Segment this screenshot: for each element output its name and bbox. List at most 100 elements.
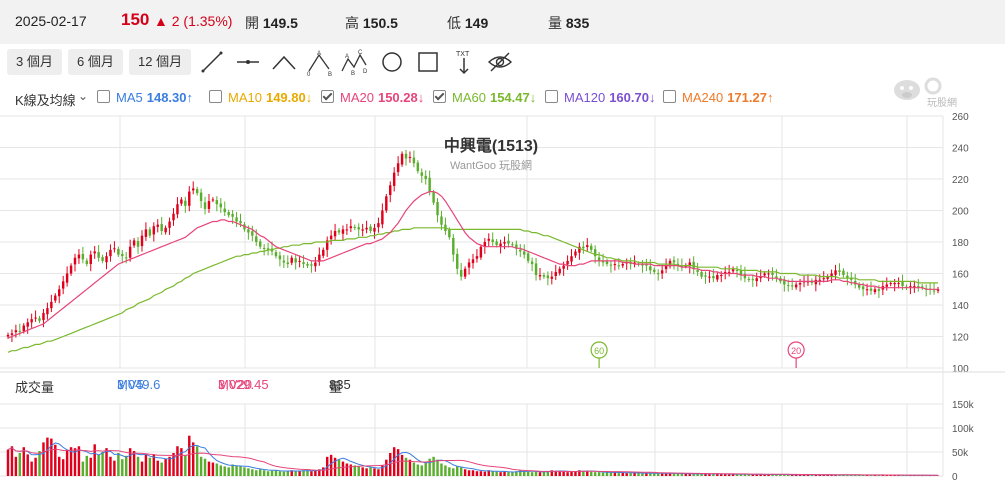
text-tool-icon[interactable]: TXT (449, 47, 479, 77)
candle-body (846, 275, 849, 279)
volume-bar (199, 456, 203, 476)
candle-body (755, 278, 758, 282)
candle-body (771, 272, 774, 276)
volume-label: 成交量 (15, 380, 55, 395)
volume-bar (69, 447, 73, 476)
volume-bar (475, 471, 479, 476)
volume-bar (822, 475, 825, 476)
volume-bar (81, 461, 85, 476)
ma5-label: MA5 (116, 90, 143, 105)
volume-bar (487, 470, 490, 476)
ma120-checkbox[interactable] (545, 90, 558, 103)
ma10-checkbox[interactable] (209, 90, 222, 103)
candle-body (475, 256, 479, 259)
volume-bar (164, 458, 167, 476)
candle-body (495, 241, 498, 246)
ma60-toggle[interactable]: MA60 154.47↓ (433, 90, 536, 105)
volume-bar (341, 461, 345, 476)
mv20-arrow: ↓ (218, 377, 225, 392)
candle-body (932, 290, 936, 292)
candle-body (105, 256, 108, 263)
volume-bar (444, 465, 447, 476)
candle-body (861, 286, 865, 290)
candle-body (101, 257, 104, 261)
candle-body (456, 253, 459, 269)
candle-body (593, 249, 597, 257)
candle-body (649, 266, 652, 271)
candle-body (830, 273, 833, 277)
ma60-checkbox[interactable] (433, 90, 446, 103)
volume-bar (877, 475, 881, 476)
volume-bar (747, 474, 751, 476)
ma120-toggle[interactable]: MA120 160.70↓ (545, 90, 655, 105)
candle-body (333, 230, 337, 237)
ma5-checkbox[interactable] (97, 90, 110, 103)
price-tick-label: 220 (952, 175, 969, 186)
volume-bar (854, 475, 857, 476)
circle-tool-icon[interactable] (377, 47, 407, 77)
period-3m-button[interactable]: 3 個月 (7, 49, 62, 75)
horizontal-line-tool-icon[interactable] (233, 47, 263, 77)
volume-bar (704, 473, 707, 476)
vol-label: 量 (329, 380, 343, 395)
candle-body (511, 244, 514, 246)
rectangle-tool-icon[interactable] (413, 47, 443, 77)
candle-body (818, 279, 822, 281)
candle-body (601, 260, 605, 263)
abcd-pattern-tool-icon[interactable]: A C B D (339, 47, 369, 77)
volume-bar (515, 471, 518, 476)
candle-body (708, 276, 711, 278)
volume-bar (574, 471, 577, 476)
volume-bar (857, 475, 861, 476)
volume-bar (597, 472, 601, 476)
candle-body (318, 254, 321, 262)
volume-bar (318, 469, 321, 476)
candle-body (589, 245, 593, 250)
volume-bar (519, 470, 522, 476)
candle-body (566, 260, 569, 265)
volume-bar (369, 467, 372, 476)
candle-body (751, 279, 755, 281)
volume-bar (735, 474, 739, 476)
candle-body (822, 278, 825, 280)
candle-body (747, 278, 751, 280)
candle-body (735, 270, 739, 272)
volume-bar (121, 459, 124, 476)
candle-body (231, 213, 234, 217)
vol-arrow: ↓ (329, 377, 336, 392)
volume-bar (787, 475, 790, 476)
candle-body (168, 221, 171, 228)
candle-body (613, 264, 617, 266)
volume-bar (46, 437, 49, 476)
ma5-toggle[interactable]: MA5 148.30↑ (97, 90, 193, 105)
chevron-down-icon[interactable]: ⌄ (78, 89, 89, 103)
candle-body (720, 275, 723, 277)
ma240-toggle[interactable]: MA240 171.27↑ (663, 90, 773, 105)
hide-drawings-icon[interactable] (485, 47, 515, 77)
volume-bar (26, 454, 29, 476)
period-12m-button[interactable]: 12 個月 (129, 49, 192, 75)
ma10-toggle[interactable]: MA10 149.80↓ (209, 90, 312, 105)
candle-body (487, 238, 490, 241)
ma20-toggle[interactable]: MA20 150.28↓ (321, 90, 424, 105)
candle-body (467, 262, 471, 268)
ma20-checkbox[interactable] (321, 90, 334, 103)
abc-pattern-tool-icon[interactable]: A 0 B (305, 47, 335, 77)
candle-body (290, 257, 293, 263)
candle-body (302, 262, 305, 265)
period-6m-button[interactable]: 6 個月 (68, 49, 123, 75)
svg-text:B: B (351, 71, 355, 77)
volume-bar (235, 465, 238, 476)
triangle-tool-icon[interactable] (269, 47, 299, 77)
candle-body (676, 263, 680, 266)
candle-body (459, 270, 463, 277)
ma240-checkbox[interactable] (663, 90, 676, 103)
candle-body (349, 226, 353, 229)
volume-bar (562, 471, 565, 476)
candle-body (164, 227, 167, 233)
volume-bar (440, 463, 443, 476)
volume-bar (629, 473, 632, 476)
candle-body (255, 236, 258, 242)
line-tool-icon[interactable] (197, 47, 227, 77)
